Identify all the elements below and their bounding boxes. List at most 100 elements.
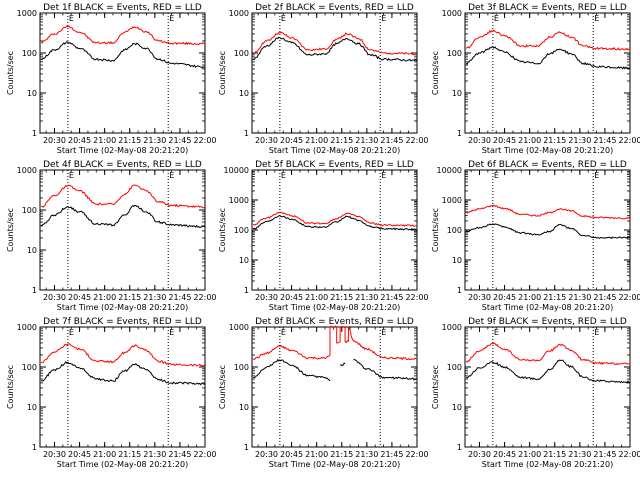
x-tick-label: 21:15 [330,293,353,302]
marker-annotation: E [594,14,599,23]
chart-title: Det 7f BLACK = Events, RED = LLD [43,317,202,327]
y-tick-label: 1 [244,443,249,452]
x-tick-label: 21:30 [143,293,166,302]
x-tick-label: 21:15 [543,136,566,145]
chart-panel-3: Det 3f BLACK = Events, RED = LLD 1 10 100 10… [431,3,640,155]
y-tick-label: 10000 [437,166,462,175]
events-series-line [252,215,418,231]
x-tick-label: 21:45 [168,293,191,302]
y-tick-label: 100 [22,363,37,372]
y-tick-label: 10 [239,403,249,412]
y-tick-label: 100 [234,49,249,58]
plot-frame [464,326,631,448]
x-tick-label: 21:45 [168,450,191,459]
x-tick-label: 22:00 [193,450,216,459]
marker-annotation: E [494,14,499,23]
chart-title: Det 4f BLACK = Events, RED = LLD [43,160,202,170]
y-axis-label: Counts/sec [6,365,15,409]
y-tick-label: 100 [22,206,37,215]
lld-series-line [466,204,631,220]
x-axis-label: Start Time (02-May-08 20:21:20) [269,460,400,469]
x-tick-label: 20:45 [280,136,303,145]
x-tick-label: 21:30 [355,450,378,459]
x-tick-label: 21:15 [330,450,353,459]
y-tick-label: 1 [244,129,249,138]
y-tick-label: 1 [457,286,462,295]
chart-panel-9: Det 9f BLACK = Events, RED = LLD 1 10 100 10… [431,317,640,469]
marker-annotation: E [169,14,174,23]
x-tick-label: 20:45 [493,450,516,459]
y-axis-label: Counts/sec [431,365,440,409]
x-tick-label: 21:30 [143,450,166,459]
plot-frame [251,169,418,291]
plot-frame [251,12,418,134]
chart-panel-7: Det 7f BLACK = Events, RED = LLD 1 10 100 10… [6,317,217,469]
x-tick-label: 21:15 [118,293,141,302]
x-tick-label: 20:45 [68,293,91,302]
x-tick-label: 20:45 [68,450,91,459]
chart-panel-8: Det 8f BLACK = Events, RED = LLD 1 10 100 10… [218,317,429,469]
chart-title: Det 9f BLACK = Events, RED = LLD [468,317,627,327]
y-axis-label: Counts/sec [218,51,227,95]
y-tick-label: 1000 [229,323,249,332]
marker-annotation: E [381,14,386,23]
x-tick-label: 21:30 [568,293,591,302]
marker-annotation: E [281,171,286,180]
lld-series-line [40,25,206,46]
lld-series-line [465,29,630,51]
x-tick-label: 21:00 [93,136,116,145]
y-tick-label: 1000 [17,166,37,175]
plot-frame [39,169,206,291]
y-axis-label: Counts/sec [6,208,15,252]
x-tick-label: 21:00 [305,293,328,302]
y-tick-label: 10 [239,89,249,98]
x-tick-label: 21:00 [518,136,541,145]
x-tick-label: 22:00 [405,136,428,145]
x-tick-label: 20:45 [68,136,91,145]
marker-annotation: E [69,328,74,337]
y-axis-label: Counts/sec [431,51,440,95]
x-tick-label: 21:15 [543,450,566,459]
lld-series-line [252,325,418,361]
events-series-line [41,40,206,69]
marker-annotation: E [494,171,499,180]
events-series-line [465,359,631,384]
x-axis-label: Start Time (02-May-08 20:21:20) [57,146,188,155]
y-tick-label: 1 [32,443,37,452]
lld-series-line [465,342,631,366]
events-series-line [465,223,631,240]
y-tick-label: 10 [452,403,462,412]
x-tick-label: 21:30 [355,293,378,302]
x-tick-label: 22:00 [405,293,428,302]
events-series-line [41,361,206,386]
chart-title: Det 3f BLACK = Events, RED = LLD [468,3,627,13]
x-axis-label: Start Time (02-May-08 20:21:20) [482,303,613,312]
marker-annotation: E [381,328,386,337]
x-tick-label: 21:15 [118,136,141,145]
x-tick-label: 21:30 [568,136,591,145]
y-tick-label: 100 [447,49,462,58]
x-tick-label: 20:45 [493,293,516,302]
x-axis-label: Start Time (02-May-08 20:21:20) [57,303,188,312]
y-axis-label: Counts/sec [218,208,227,252]
y-tick-label: 1000 [229,9,249,18]
y-tick-label: 10 [27,246,37,255]
x-tick-label: 21:45 [593,293,616,302]
x-tick-label: 21:30 [568,450,591,459]
x-tick-label: 22:00 [405,450,428,459]
y-axis-label: Counts/sec [218,365,227,409]
y-tick-label: 1000 [442,323,462,332]
chart-title: Det 1f BLACK = Events, RED = LLD [43,3,202,13]
x-tick-label: 21:30 [355,136,378,145]
y-tick-label: 10 [239,256,249,265]
chart-title: Det 8f BLACK = Events, RED = LLD [255,317,414,327]
x-tick-label: 21:15 [118,450,141,459]
marker-annotation: E [381,171,386,180]
x-tick-label: 21:45 [168,136,191,145]
x-tick-label: 22:00 [618,293,640,302]
events-series-line [465,46,631,70]
plot-frame [39,12,206,134]
chart-panel-4: Det 4f BLACK = Events, RED = LLD 1 10 100 10… [6,160,217,312]
